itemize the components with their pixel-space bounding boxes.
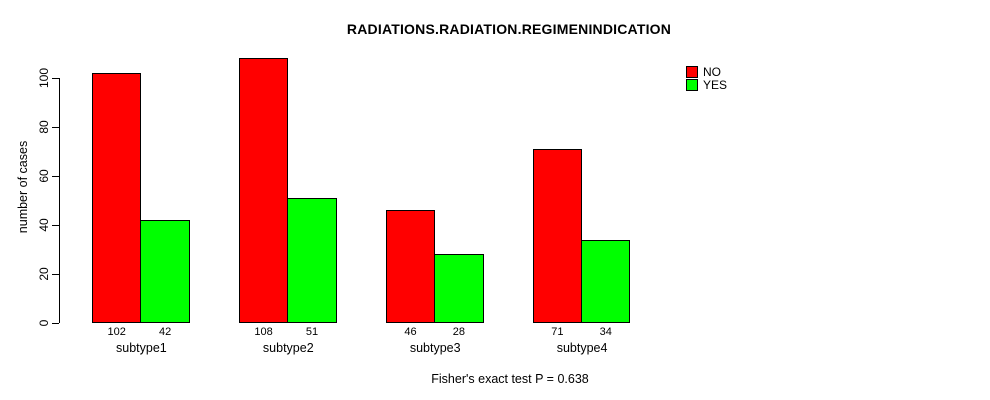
category-label-subtype3: subtype3: [409, 341, 461, 355]
legend: NO YES: [686, 65, 728, 92]
category-label-subtype1: subtype1: [116, 341, 167, 355]
y-tick-label: 40: [37, 218, 51, 232]
y-tick-mark: [52, 274, 59, 275]
bar-value-label: 108: [254, 326, 273, 338]
bar-subtype3-no: [385, 210, 436, 323]
y-tick-label: 100: [37, 67, 51, 89]
legend-item-yes: YES: [686, 77, 728, 92]
y-tick-label: 60: [37, 169, 51, 183]
legend-swatch-no: [686, 66, 698, 79]
legend-item-no: NO: [686, 65, 727, 80]
y-tick-mark: [52, 323, 59, 324]
bar-subtype2-no: [238, 58, 289, 323]
chart-title: RADIATIONS.RADIATION.REGIMENINDICATION: [346, 21, 672, 37]
legend-label-no: NO: [703, 65, 721, 80]
bar-subtype3-yes: [434, 254, 484, 323]
bar-subtype2-yes: [287, 198, 337, 323]
bar-subtype1-yes: [140, 220, 190, 323]
bar-subtype1-no: [92, 73, 142, 323]
stat-annotation: Fisher's exact test P = 0.638: [431, 372, 589, 386]
legend-swatch-yes: [686, 78, 698, 91]
y-axis-label: number of cases: [16, 140, 30, 234]
bar-value-label: 102: [107, 326, 126, 338]
category-label-subtype4: subtype4: [556, 341, 608, 355]
bar-subtype4-yes: [581, 239, 631, 323]
legend-label-yes: YES: [703, 77, 728, 92]
y-tick-mark: [52, 127, 59, 128]
bar-subtype4-no: [532, 149, 583, 323]
y-tick-label: 0: [37, 319, 51, 327]
y-axis-line: [59, 78, 60, 323]
y-tick-label: 20: [37, 267, 51, 281]
y-tick-label: 80: [37, 120, 51, 134]
category-label-subtype2: subtype2: [262, 341, 314, 355]
bar-value-label: 34: [599, 326, 612, 338]
bar-value-label: 28: [452, 326, 466, 338]
bar-value-label: 71: [551, 326, 564, 338]
bar-value-label: 46: [404, 326, 417, 338]
y-tick-mark: [52, 78, 59, 79]
bar-value-label: 42: [158, 326, 172, 338]
y-tick-mark: [52, 176, 59, 177]
y-tick-mark: [52, 225, 59, 226]
bar-value-label: 51: [305, 326, 319, 338]
